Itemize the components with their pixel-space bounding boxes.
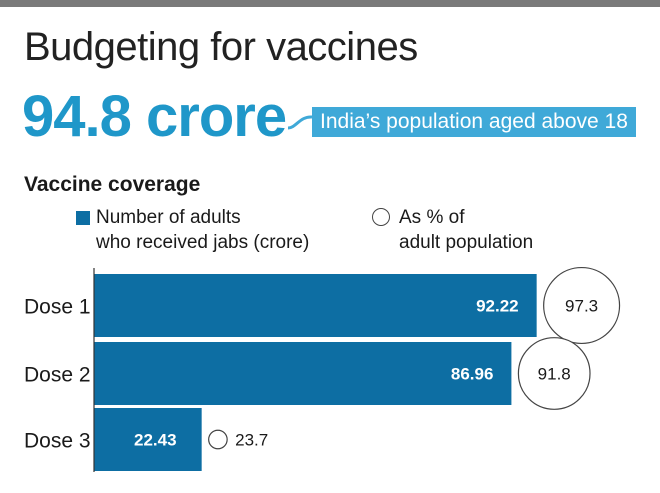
percent-value-label: 23.7 [235,431,268,450]
percent-circle-mark [543,266,621,345]
legend-bar-label-line1: Number of adults [96,207,241,228]
chart-title: Vaccine coverage [24,173,201,196]
category-label: Dose 3 [24,430,91,453]
percent-circle-mark [517,337,591,410]
callout-connector [287,115,313,130]
legend-circle-swatch [372,208,390,226]
bar-mark [94,274,537,337]
percent-value-label: 97.3 [565,297,598,316]
bar-value-label: 22.43 [134,431,177,450]
legend-circle-label-line2: adult population [399,232,534,253]
bar-value-label: 92.22 [476,297,519,316]
page-title: Budgeting for vaccines [24,25,418,69]
bar-mark [94,408,202,471]
percent-value-label: 91.8 [538,365,571,384]
headline-callout: India’s population aged above 18 [312,107,636,137]
percent-circle-mark [208,429,228,450]
legend-bar-swatch [76,211,90,225]
top-rule [0,0,660,7]
legend-bar-label-line2: who received jabs (crore) [96,232,310,253]
bar-mark [94,342,512,405]
headline-figure: 94.8 crore [22,84,287,149]
category-label: Dose 1 [24,296,91,319]
legend-circle-label-line1: As % of [399,207,465,228]
bar-value-label: 86.96 [451,365,494,384]
category-label: Dose 2 [24,364,91,387]
